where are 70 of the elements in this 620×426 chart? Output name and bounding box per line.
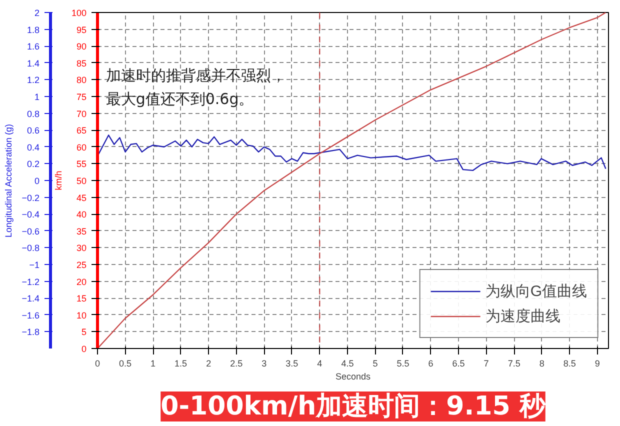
x-tick-label: 6 [428,358,434,368]
y-tick-label: 70 [76,108,87,119]
annotation: 加速时的推背感并不强烈， [106,66,286,84]
y2-tick-label: −0.4 [22,210,40,220]
line-series [98,134,606,172]
y2-tick-label: 2 [34,8,40,18]
x-tick-label: 5.5 [396,358,410,368]
y-tick-label: 90 [76,42,87,52]
y-tick-label: 5 [81,327,87,338]
x-tick-label: 0 [94,358,100,368]
x-tick-label: 1.5 [174,358,188,368]
x-tick-label: 6.5 [452,358,465,368]
y-tick-label: 0 [81,344,87,354]
y-tick-label: 100 [71,8,87,18]
y-tick-label: 45 [76,192,87,203]
x-tick-label: 2.5 [230,358,243,368]
x-tick-label: 8.5 [563,358,576,368]
y-tick-label: 40 [76,210,87,220]
y2-tick-label: 0.4 [26,142,40,152]
x-tick-label: 1 [150,358,156,368]
y2-tick-label: −0.2 [22,192,40,203]
y-tick-label: 75 [76,92,87,102]
y2-tick-label: 0.8 [26,108,40,119]
y-tick-label: 30 [76,243,87,254]
y2-tick-label: −1.2 [22,276,40,287]
x-tick-label: 4.5 [341,358,354,368]
y2-tick-label: −1 [29,260,40,270]
y-tick-label: 55 [76,159,87,170]
y2-tick-label: −1.4 [22,294,40,304]
y-tick-label: 15 [76,294,87,304]
y2-tick-label: −1.8 [22,327,40,338]
annotation: 最大g值还不到0.6g。 [106,90,254,108]
y2-tick-label: −0.6 [22,226,40,236]
y-tick-label: 60 [76,142,87,152]
line-series [98,12,606,348]
x-tick-label: 2 [206,358,212,368]
y-axis-title: km/h [53,170,64,190]
y2-tick-label: 0.6 [26,126,40,136]
text: 0-100km/h加速时间：9.15 秒 [160,392,546,422]
x-tick-label: 8 [539,358,544,368]
y-tick-label: 95 [76,24,87,35]
x-tick-label: 3 [262,358,267,368]
y-tick-label: 25 [76,260,87,270]
y2-tick-label: −0.8 [22,243,40,254]
y2-axis-title: Longitudinal Acceleration (g) [4,124,14,238]
y-tick-label: 10 [76,310,87,320]
y-tick-label: 50 [76,176,87,186]
y2-tick-label: 0.2 [26,159,40,170]
y-tick-label: 20 [76,276,87,287]
y2-tick-label: 1.8 [26,24,40,35]
y-tick-label: 65 [76,126,87,136]
y2-tick-label: 1.2 [26,75,40,86]
y2-tick-label: 1.4 [26,58,40,68]
x-tick-label: 9 [594,358,600,368]
y-tick-label: 80 [76,75,87,86]
y2-tick-label: 1.6 [26,42,40,52]
x-tick-label: 3.5 [286,358,298,368]
x-axis-title: Seconds [335,372,372,382]
y-tick-label: 35 [76,226,87,236]
y-tick-label: 85 [76,58,87,68]
legend-label: 为纵向G值曲线 [485,282,587,300]
y2-tick-label: −1.6 [22,310,40,320]
x-tick-label: 0.5 [119,358,132,368]
y2-tick-label: 1 [34,92,40,102]
x-tick-label: 7 [484,358,489,368]
legend-label: 为速度曲线 [485,306,560,326]
x-tick-label: 4 [317,358,322,368]
x-tick-label: 7.5 [508,358,520,368]
x-tick-label: 5 [372,358,378,368]
y2-tick-label: 0 [34,176,40,186]
